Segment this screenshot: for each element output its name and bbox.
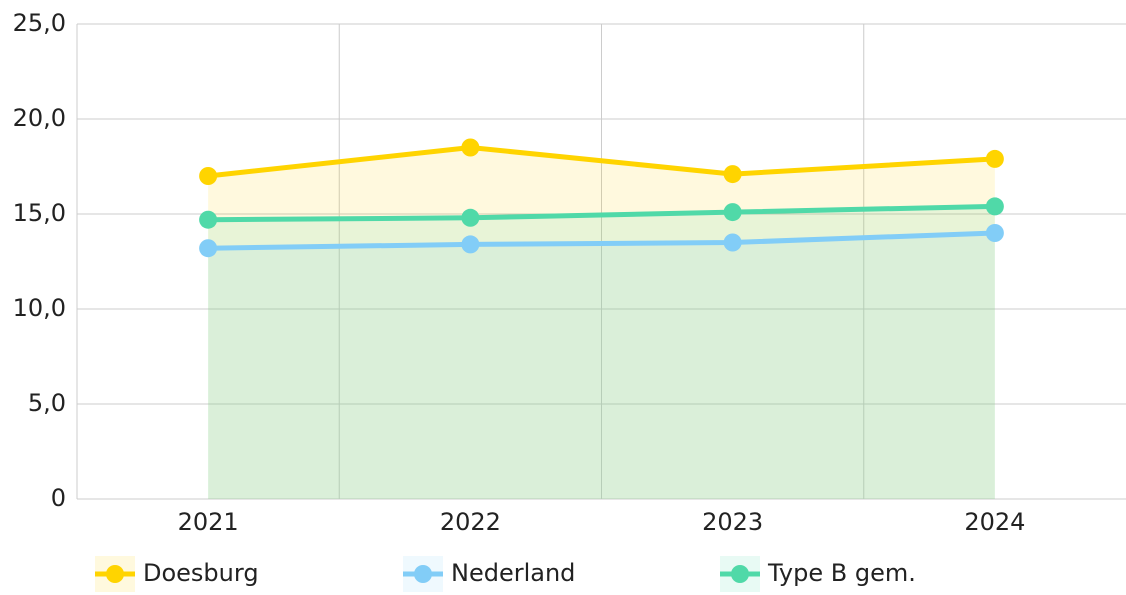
x-tick-label: 2024 <box>964 508 1025 536</box>
point <box>461 208 480 227</box>
y-tick-label: 15,0 <box>13 199 66 227</box>
area <box>208 206 995 499</box>
legend-swatch-dot <box>731 565 749 583</box>
point <box>199 210 218 229</box>
point <box>461 138 480 157</box>
y-tick-label: 20,0 <box>13 104 66 132</box>
point <box>723 165 742 184</box>
line <box>207 144 996 179</box>
legend-swatch-dot <box>106 565 124 583</box>
point <box>723 203 742 222</box>
y-tick-label: 0 <box>51 484 66 512</box>
areas <box>208 147 995 499</box>
point <box>985 224 1004 242</box>
point <box>723 233 742 252</box>
point <box>985 197 1004 216</box>
point <box>985 149 1004 168</box>
point <box>199 167 218 185</box>
y-tick-label: 10,0 <box>13 294 66 322</box>
x-tick-label: 2023 <box>702 508 763 536</box>
legend-label: Doesburg <box>143 559 259 587</box>
legend-swatch-dot <box>414 565 432 583</box>
x-tick-label: 2022 <box>440 508 501 536</box>
x-tick-label: 2021 <box>178 508 239 536</box>
legend-label: Nederland <box>451 559 575 587</box>
area <box>208 147 995 499</box>
y-tick-label: 25,0 <box>13 9 66 37</box>
line <box>208 203 995 223</box>
legend-label: Type B gem. <box>767 559 916 587</box>
line <box>208 230 995 251</box>
point <box>461 235 480 254</box>
y-tick-label: 5,0 <box>28 389 66 417</box>
area <box>208 233 995 499</box>
point <box>199 239 218 258</box>
